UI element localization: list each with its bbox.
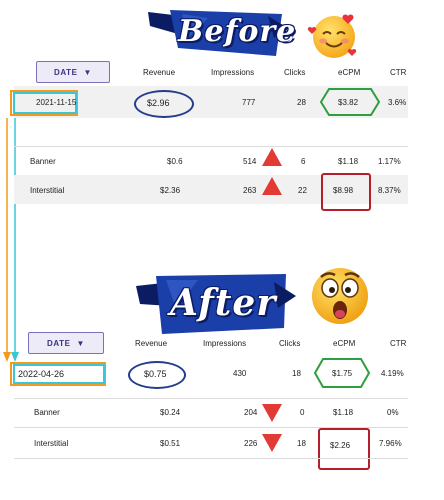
after-bottom-divider [14,458,408,459]
before-banner-text: Before [178,14,297,49]
before-summary-ecpm: $3.82 [338,98,359,107]
after-banner-text: After [170,282,277,324]
after-interstitial-impressions: 226 [244,439,258,448]
after-row-divider [14,427,408,428]
before-banner: Before [148,8,295,58]
header-revenue: Revenue [135,339,168,348]
before-interstitial-ctr: 8.37% [378,186,401,195]
before-date-highlight [10,90,78,116]
astonished-face-icon [312,268,368,324]
smiling-face-with-hearts-icon [308,14,357,58]
header-ctr: CTR [390,68,407,77]
chevron-down-icon: ▼ [76,338,86,348]
after-revenue-oval [128,361,186,389]
down-arrows-connector [3,118,19,362]
after-interstitial-revenue: $0.51 [160,439,181,448]
before-summary-ctr: 3.6% [388,98,407,107]
header-ecpm: eCPM [333,339,356,348]
down-arrow-icon [262,404,282,422]
before-banner-ctr: 1.17% [378,157,401,166]
after-divider [14,398,408,399]
after-banner: After [136,272,296,340]
before-row-interstitial [14,175,408,204]
after-summary-impressions: 430 [233,369,247,378]
after-interstitial-name: Interstitial [34,439,69,448]
before-summary-row [14,86,408,118]
before-revenue-oval [134,90,194,118]
before-summary-impressions: 777 [242,98,256,107]
before-banner-clicks: 6 [301,157,306,166]
after-interstitial-ecpm: $2.26 [330,441,351,450]
before-interstitial-name: Interstitial [30,186,65,195]
after-banner-ecpm: $1.18 [333,408,354,417]
before-summary-revenue: $2.96 [147,98,170,108]
after-summary-ctr: 4.19% [381,369,404,378]
before-banner-name: Banner [30,157,56,166]
before-banner-revenue: $0.6 [167,157,183,166]
after-banner-clicks: 0 [300,408,305,417]
after-summary-date: 2022-04-26 [18,369,65,379]
after-ecpm-box [318,428,370,470]
header-clicks: Clicks [279,339,301,348]
date-button-label: DATE [53,67,78,77]
after-summary-ecpm: $1.75 [332,369,353,378]
after-ecpm-hexagon [313,358,371,388]
before-banner-ecpm: $1.18 [338,157,359,166]
before-interstitial-impressions: 263 [243,186,257,195]
up-arrow-icon [262,177,282,195]
after-interstitial-clicks: 18 [297,439,306,448]
up-arrow-icon [262,148,282,166]
after-summary-revenue: $0.75 [144,369,167,379]
before-banner-impressions: 514 [243,157,257,166]
after-summary-clicks: 18 [292,369,301,378]
ribbon-shape [136,274,296,334]
chevron-down-icon: ▼ [83,67,93,77]
after-banner-name: Banner [34,408,60,417]
before-interstitial-ecpm: $8.98 [333,186,354,195]
after-banner-revenue: $0.24 [160,408,181,417]
before-ecpm-hexagon [319,88,381,116]
header-ctr: CTR [390,339,407,348]
ribbon-shape [148,10,288,56]
before-interstitial-revenue: $2.36 [160,186,181,195]
header-revenue: Revenue [143,68,176,77]
before-summary-clicks: 28 [297,98,306,107]
before-ecpm-box [321,173,371,211]
after-interstitial-ctr: 7.96% [379,439,402,448]
after-banner-impressions: 204 [244,408,258,417]
before-divider [14,146,408,147]
before-date-button[interactable]: DATE ▼ [36,61,110,83]
header-ecpm: eCPM [338,68,361,77]
date-button-label: DATE [46,338,71,348]
header-impressions: Impressions [203,339,247,348]
after-date-highlight [10,362,106,386]
before-summary-date: 2021-11-15 [36,98,77,107]
before-interstitial-clicks: 22 [298,186,307,195]
after-banner-ctr: 0% [387,408,399,417]
after-date-button[interactable]: DATE ▼ [28,332,104,354]
down-arrow-icon [262,434,282,452]
header-impressions: Impressions [211,68,255,77]
header-clicks: Clicks [284,68,306,77]
